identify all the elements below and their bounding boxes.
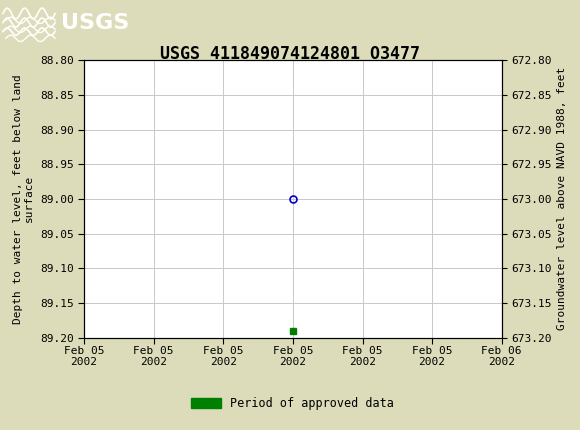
Legend: Period of approved data: Period of approved data <box>187 393 399 415</box>
Y-axis label: Depth to water level, feet below land
surface: Depth to water level, feet below land su… <box>13 74 34 324</box>
Text: USGS: USGS <box>61 12 129 33</box>
Text: USGS 411849074124801 O3477: USGS 411849074124801 O3477 <box>160 45 420 63</box>
Y-axis label: Groundwater level above NAVD 1988, feet: Groundwater level above NAVD 1988, feet <box>557 67 567 331</box>
